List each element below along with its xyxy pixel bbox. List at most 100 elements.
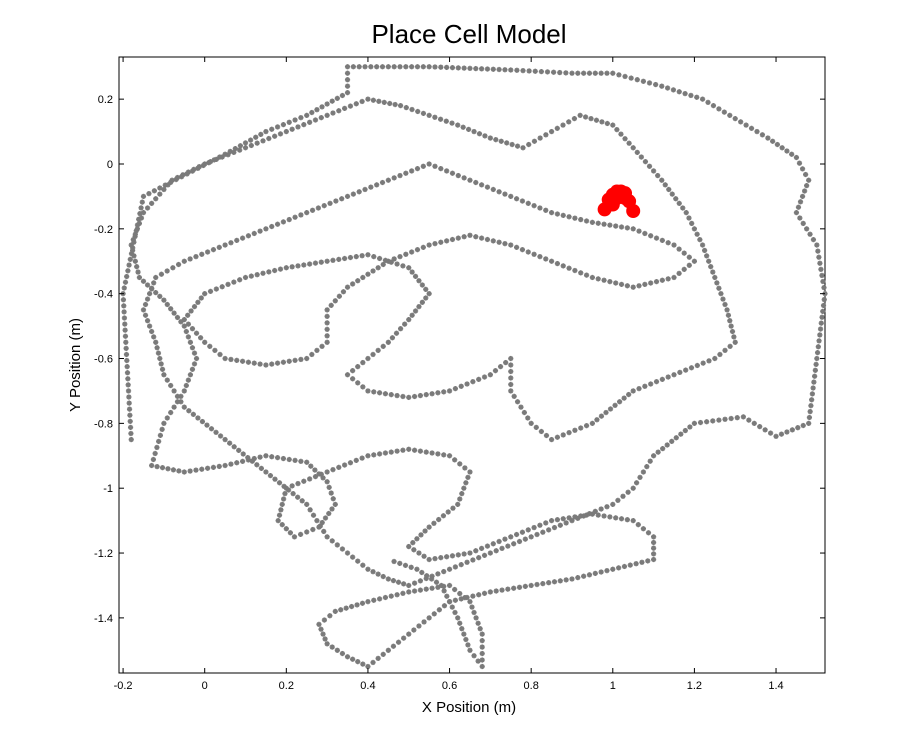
trajectory-point xyxy=(804,226,810,232)
trajectory-point xyxy=(343,605,349,611)
trajectory-point xyxy=(164,377,170,383)
trajectory-point xyxy=(324,479,330,485)
trajectory-point xyxy=(504,140,510,146)
trajectory-point xyxy=(219,284,225,290)
trajectory-point xyxy=(339,650,346,657)
trajectory-point xyxy=(308,463,314,469)
trajectory-point xyxy=(806,420,812,426)
trajectory-point xyxy=(231,149,237,156)
trajectory-point xyxy=(388,593,394,599)
trajectory-point xyxy=(400,393,406,400)
trajectory-point xyxy=(272,267,278,274)
trajectory-point xyxy=(528,534,534,540)
trajectory-point xyxy=(193,330,200,336)
trajectory-point xyxy=(169,177,175,183)
trajectory-point xyxy=(120,297,127,303)
trajectory-point xyxy=(394,448,400,454)
trajectory-point xyxy=(213,286,219,292)
trajectory-point xyxy=(410,540,416,546)
trajectory-point xyxy=(185,321,191,327)
trajectory-point xyxy=(811,379,817,385)
trajectory-point xyxy=(821,284,827,291)
y-tick-label: -0.8 xyxy=(94,418,113,430)
trajectory-point xyxy=(554,517,561,523)
trajectory-point xyxy=(365,252,371,258)
trajectory-point xyxy=(153,289,159,296)
trajectory-point xyxy=(586,70,593,76)
trajectory-point xyxy=(402,321,408,327)
trajectory-point xyxy=(651,534,657,540)
trajectory-point xyxy=(307,119,313,125)
trajectory-point xyxy=(356,64,362,70)
trajectory-point xyxy=(645,530,652,536)
trajectory-point xyxy=(370,97,376,103)
trajectory-point xyxy=(359,455,365,461)
trajectory-point xyxy=(365,453,371,459)
trajectory-point xyxy=(540,581,546,587)
trajectory-point xyxy=(531,138,538,144)
trajectory-point xyxy=(193,254,199,260)
trajectory-point xyxy=(390,578,397,584)
trajectory-point xyxy=(406,582,412,589)
trajectory-point xyxy=(187,468,193,474)
trajectory-point xyxy=(347,460,354,466)
trajectory-point xyxy=(479,644,485,650)
trajectory-point xyxy=(263,453,269,459)
trajectory-point xyxy=(376,390,383,396)
trajectory-point xyxy=(286,216,292,223)
trajectory-point xyxy=(257,361,263,367)
trajectory-point xyxy=(566,214,572,220)
trajectory-point xyxy=(502,241,508,247)
trajectory-point xyxy=(415,108,421,115)
trajectory-point xyxy=(452,386,458,392)
trajectory-point xyxy=(312,467,318,473)
trajectory-point xyxy=(380,573,386,580)
trajectory-point xyxy=(307,476,313,482)
y-tick-label: -1 xyxy=(103,483,113,495)
trajectory-point xyxy=(694,362,700,369)
trajectory-point xyxy=(339,546,346,552)
trajectory-point xyxy=(272,133,278,139)
trajectory-point xyxy=(560,212,566,218)
trajectory-point xyxy=(665,276,671,282)
trajectory-point xyxy=(411,447,418,453)
trajectory-point xyxy=(601,277,607,283)
trajectory-point xyxy=(344,372,351,378)
trajectory-point xyxy=(328,490,334,496)
trajectory-point xyxy=(479,657,485,663)
trajectory-point xyxy=(583,272,590,278)
trajectory-point xyxy=(191,350,198,356)
trajectory-point xyxy=(228,240,234,246)
trajectory-point xyxy=(533,424,539,431)
trajectory-point xyxy=(374,182,380,188)
trajectory-point xyxy=(544,69,551,75)
y-tick-label: -1.2 xyxy=(94,548,113,560)
trajectory-point xyxy=(171,388,177,394)
trajectory-point xyxy=(537,254,543,260)
trajectory-point xyxy=(718,291,724,297)
trajectory-point xyxy=(393,330,400,336)
trajectory-point xyxy=(245,457,252,463)
trajectory-point xyxy=(460,124,466,130)
trajectory-point xyxy=(599,119,605,125)
trajectory-point xyxy=(121,315,128,321)
trajectory-point xyxy=(207,159,214,165)
trajectory-point xyxy=(312,117,319,123)
trajectory-point xyxy=(566,430,572,436)
trajectory-point xyxy=(237,147,243,153)
trajectory-point xyxy=(199,466,205,472)
trajectory-point xyxy=(449,553,456,559)
trajectory-point xyxy=(251,360,257,366)
x-tick-label: 1 xyxy=(610,680,616,692)
trajectory-point xyxy=(557,522,563,528)
trajectory-point xyxy=(640,469,646,475)
trajectory-point xyxy=(406,265,412,271)
trajectory-point xyxy=(411,627,417,633)
trajectory-point xyxy=(646,80,653,86)
trajectory-point xyxy=(490,66,496,72)
trajectory-point xyxy=(251,230,257,237)
trajectory-point xyxy=(360,661,366,667)
trajectory-point xyxy=(283,485,289,491)
trajectory-point xyxy=(759,132,766,138)
trajectory-point xyxy=(327,200,333,206)
